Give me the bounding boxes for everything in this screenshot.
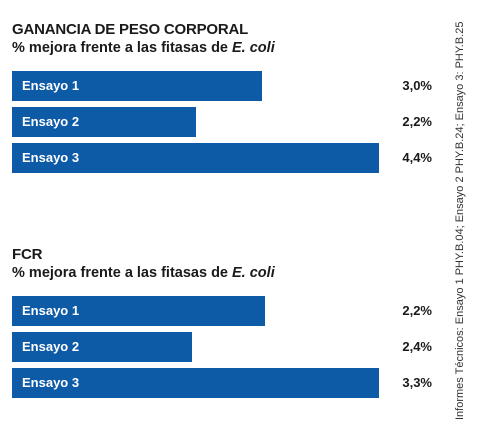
chart-fcr: FCR % mejora frente a las fitasas de E. … [12,245,432,400]
bar-row: Ensayo 3 3,3% [12,368,432,398]
bar-category-label: Ensayo 1 [22,303,80,318]
bar: Ensayo 2 [12,107,196,137]
bar: Ensayo 1 [12,296,265,326]
bar-value-label: 3,3% [402,375,432,390]
bar: Ensayo 2 [12,332,192,362]
bar-row: Ensayo 3 4,4% [12,143,432,173]
chart-subtitle: % mejora frente a las fitasas de E. coli [12,39,432,58]
chart-title: GANANCIA DE PESO CORPORAL [12,21,249,38]
bar-category-label: Ensayo 1 [22,78,80,93]
subtitle-text: % mejora frente a las fitasas de [12,40,233,56]
chart-subtitle: % mejora frente a las fitasas de E. coli [12,264,432,283]
bar: Ensayo 1 [12,71,262,101]
bar-row: Ensayo 1 2,2% [12,296,432,326]
bar-group: Ensayo 1 2,2% Ensayo 2 2,4% Ensayo 3 3,3% [12,296,432,400]
bar-group: Ensayo 1 3,0% Ensayo 2 2,2% Ensayo 3 4,4% [12,71,432,175]
bar-row: Ensayo 1 3,0% [12,71,432,101]
bar-value-label: 2,4% [402,339,432,354]
bar-value-label: 2,2% [402,303,432,318]
bar-value-label: 2,2% [402,114,432,129]
subtitle-text: % mejora frente a las fitasas de [12,265,233,281]
bar: Ensayo 3 [12,368,379,398]
bar-value-label: 3,0% [402,78,432,93]
bar-category-label: Ensayo 3 [22,150,80,165]
subtitle-organism: E. coli [232,265,275,281]
subtitle-organism: E. coli [232,40,275,56]
bar: Ensayo 3 [12,143,379,173]
source-note: Informes Técnicos: Ensayo 1 PHY.B.04; En… [454,21,466,420]
bar-value-label: 4,4% [402,150,432,165]
bar-row: Ensayo 2 2,2% [12,107,432,137]
chart-title: FCR [12,246,43,263]
bar-category-label: Ensayo 2 [22,114,80,129]
chart-weight-gain: GANANCIA DE PESO CORPORAL % mejora frent… [12,20,432,175]
bar-row: Ensayo 2 2,4% [12,332,432,362]
bar-category-label: Ensayo 3 [22,375,80,390]
bar-category-label: Ensayo 2 [22,339,80,354]
